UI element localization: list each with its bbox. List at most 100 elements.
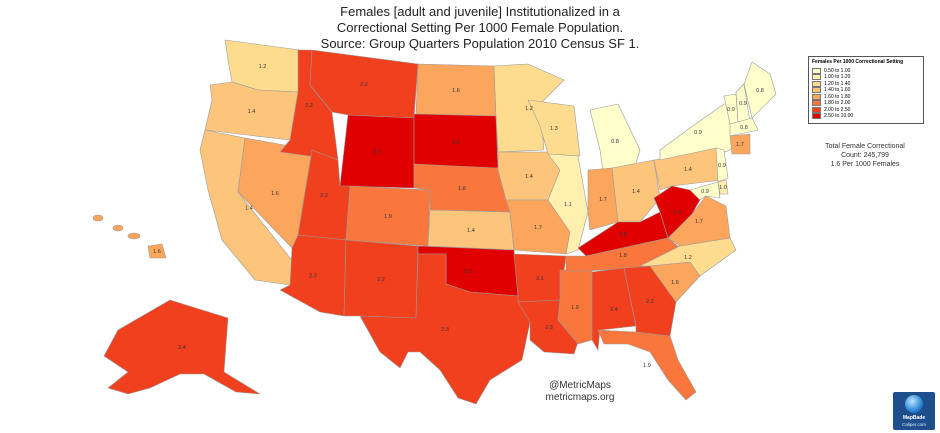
legend-label: 2.50 to 10.00 <box>824 113 854 119</box>
state-value-CO: 1.9 <box>384 214 392 220</box>
state-IN <box>587 167 619 231</box>
state-HI <box>147 243 167 259</box>
state-MA <box>729 117 759 137</box>
summary-line-1: Total Female Correctional <box>825 143 905 150</box>
state-value-MD: 0.9 <box>701 189 709 195</box>
state-value-WI: 1.3 <box>550 126 558 132</box>
legend-label: 0.50 to 1.00 <box>824 67 851 74</box>
state-value-IN: 1.7 <box>599 197 607 203</box>
state-NJ <box>715 147 729 183</box>
state-IL <box>547 153 589 255</box>
state-value-DE: 1.0 <box>719 185 727 191</box>
state-value-SD: 2.6 <box>452 140 460 146</box>
state-CT <box>729 133 751 155</box>
legend-item: 2.00 to 2.50 <box>812 107 920 114</box>
state-value-IL: 1.1 <box>564 202 572 208</box>
state-value-TN: 1.8 <box>619 253 627 259</box>
state-value-MN: 1.2 <box>525 106 533 112</box>
state-value-FL: 1.9 <box>643 363 651 369</box>
state-value-MS: 1.9 <box>571 305 579 311</box>
legend-item: 1.60 to 1.80 <box>812 94 920 101</box>
state-TX <box>359 253 531 405</box>
state-value-NJ: 0.9 <box>718 163 726 169</box>
legend-item: 1.40 to 1.60 <box>812 87 920 94</box>
credit: @MetricMaps metricmaps.org <box>520 380 640 404</box>
state-value-TX: 2.3 <box>441 327 449 333</box>
state-MD <box>689 181 721 201</box>
state-value-NC: 1.2 <box>684 255 692 261</box>
legend-title: Females Per 1000 Correctional Setting <box>812 59 904 65</box>
legend-label: 1.60 to 1.80 <box>824 93 851 100</box>
state-value-KS: 1.4 <box>467 228 475 234</box>
state-value-NH: 0.9 <box>739 101 747 107</box>
state-value-PA: 1.4 <box>684 167 692 173</box>
state-value-labels: 1.2 1.4 1.4 1.6 2.2 2.2 2.6 2.2 2.3 1.9 2.2 1.6 2.6 1… <box>153 64 764 369</box>
state-OH <box>611 159 661 223</box>
state-value-OR: 1.4 <box>248 109 256 115</box>
state-value-NE: 1.8 <box>458 186 466 192</box>
state-value-IA: 1.4 <box>525 174 533 180</box>
map-title: Females [adult and juvenile] Institution… <box>250 4 710 52</box>
legend-label: 2.00 to 2.50 <box>824 106 851 113</box>
globe-icon <box>905 395 923 413</box>
state-DE <box>717 179 729 195</box>
legend-swatch <box>812 67 821 74</box>
state-value-MA: 0.8 <box>740 125 748 131</box>
legend: Females Per 1000 Correctional Setting 0.… <box>808 56 924 124</box>
state-value-MT: 2.2 <box>360 82 368 88</box>
state-value-AZ: 2.3 <box>309 274 317 280</box>
state-value-OH: 1.4 <box>632 189 640 195</box>
state-AK <box>103 299 261 395</box>
state-ME <box>743 61 777 119</box>
state-value-OK: 2.9 <box>464 269 472 275</box>
state-value-NM: 2.2 <box>377 277 385 283</box>
legend-item: 2.50 to 10.00 <box>812 113 920 120</box>
title-line-1: Females [adult and juvenile] Institution… <box>340 4 620 19</box>
state-value-HI: 1.6 <box>153 249 161 255</box>
state-value-NY: 0.9 <box>694 130 702 136</box>
hawaii-island-oahu <box>112 224 124 232</box>
legend-swatch <box>812 74 821 81</box>
state-value-SC: 1.6 <box>671 280 679 286</box>
legend-swatch <box>812 93 821 100</box>
state-value-MO: 1.7 <box>534 225 542 231</box>
legend-swatch <box>812 113 821 120</box>
state-value-MI: 0.8 <box>611 139 619 145</box>
state-value-VT: 0.9 <box>727 107 735 113</box>
badge-name: MapBade <box>902 415 926 421</box>
legend-label: 1.40 to 1.60 <box>824 87 851 93</box>
state-value-AL: 2.4 <box>610 307 618 313</box>
legend-item: 1.00 to 1.20 <box>812 74 920 81</box>
state-value-NV: 1.6 <box>271 191 279 197</box>
legend-swatch <box>812 87 821 94</box>
state-value-LA: 2.3 <box>545 325 553 331</box>
state-value-CT: 1.7 <box>736 142 744 148</box>
hawaii-island-kauai <box>92 214 104 222</box>
credit-handle: @MetricMaps <box>549 380 611 391</box>
legend-label: 1.20 to 1.40 <box>824 80 851 87</box>
hawaii-island-maui <box>127 232 141 240</box>
state-value-VA: 1.7 <box>695 219 703 225</box>
state-value-WY: 2.6 <box>373 150 381 156</box>
state-value-KY: 2.5 <box>619 232 627 238</box>
state-value-AK: 2.4 <box>178 345 186 351</box>
title-line-3: Source: Group Quarters Population 2010 C… <box>320 36 640 51</box>
summary-line-3: 1.6 Per 1000 Females <box>830 161 900 168</box>
mapbade-logo[interactable]: MapBade Caliper.com <box>893 392 935 430</box>
state-value-GA: 2.2 <box>646 299 654 305</box>
legend-swatch <box>812 100 821 107</box>
state-value-ND: 1.6 <box>452 88 460 94</box>
state-value-ME: 0.8 <box>756 88 764 94</box>
state-FL <box>597 329 697 401</box>
state-WV <box>653 185 701 239</box>
state-value-WV: 3.0 <box>673 210 681 216</box>
legend-item: 0.50 to 1.00 <box>812 68 920 75</box>
state-value-CA: 1.4 <box>245 206 253 212</box>
summary-line-2: Count: 245,799 <box>841 152 889 159</box>
state-value-UT: 2.2 <box>320 193 328 199</box>
credit-site: metricmaps.org <box>545 392 615 403</box>
legend-item: 1.80 to 2.00 <box>812 100 920 107</box>
state-value-ID: 2.2 <box>305 103 313 109</box>
legend-item: 1.20 to 1.40 <box>812 81 920 88</box>
